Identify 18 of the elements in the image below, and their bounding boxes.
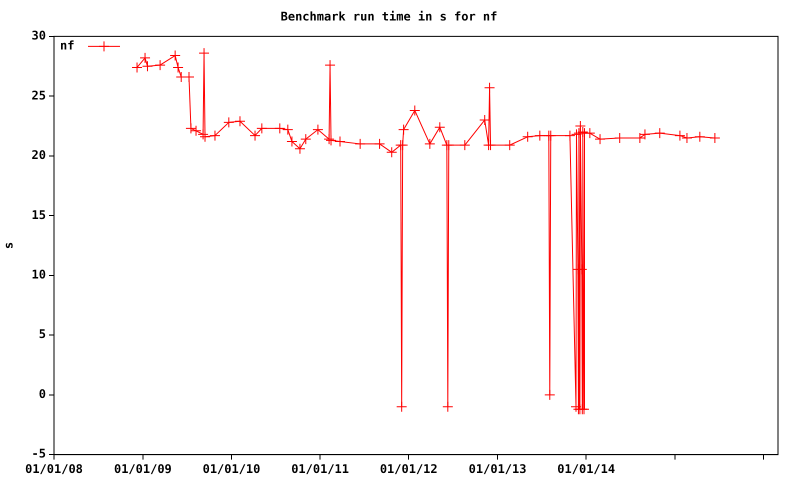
- y-tick-label: 25: [32, 88, 46, 102]
- y-tick-label: 15: [32, 208, 46, 222]
- y-tick-label: 10: [32, 267, 46, 282]
- y-tick-label: 5: [38, 327, 46, 342]
- x-tick-label: 01/01/11: [291, 462, 349, 476]
- x-tick-label: 01/01/09: [114, 462, 172, 476]
- y-axis-title: s: [1, 242, 16, 250]
- x-tick-label: 01/01/12: [380, 462, 438, 476]
- y-tick-label: -5: [32, 446, 46, 461]
- x-tick-label: 01/01/13: [468, 462, 526, 476]
- x-tick-label: 01/01/14: [557, 462, 616, 476]
- chart-title: Benchmark run time in s for nf: [280, 9, 498, 24]
- x-tick-label: 01/01/08: [25, 462, 83, 476]
- legend-label: nf: [60, 38, 74, 53]
- y-tick-label: 30: [32, 28, 46, 43]
- y-tick-label: 20: [32, 148, 46, 162]
- x-tick-label: 01/01/10: [202, 462, 260, 476]
- y-tick-label: 0: [38, 386, 46, 401]
